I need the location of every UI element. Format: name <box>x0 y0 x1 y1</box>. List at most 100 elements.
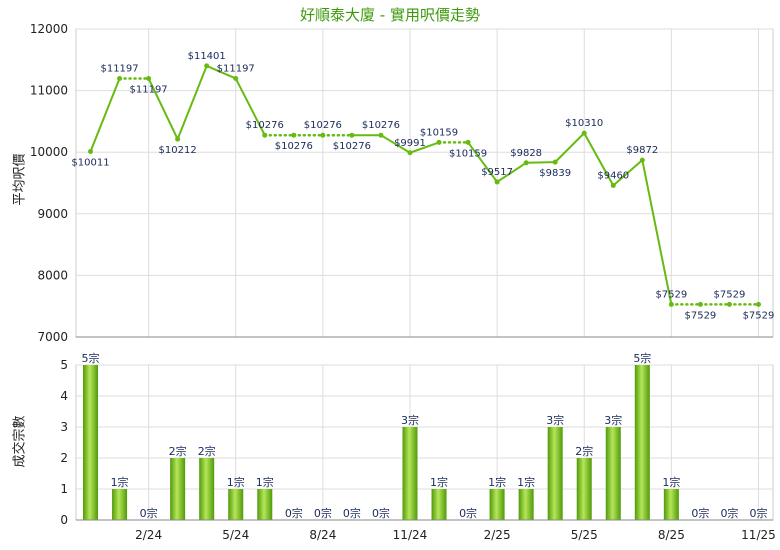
bar-value-label: 0宗 <box>749 506 767 520</box>
bar-value-label: 5宗 <box>82 351 100 365</box>
data-point <box>175 136 181 142</box>
bar-value-label: 1宗 <box>662 475 680 489</box>
data-point <box>349 132 355 138</box>
count-bar <box>663 489 679 520</box>
count-bar <box>170 458 186 520</box>
bar-value-label: 3宗 <box>604 413 622 427</box>
data-point-label: $10011 <box>71 158 109 169</box>
series-line-segment <box>583 132 615 187</box>
series-line-segment <box>176 64 208 141</box>
chart-title: 好順泰大廈 - 實用呎價走勢 <box>300 6 480 24</box>
line-y-tick: 7000 <box>37 330 68 344</box>
data-point-label: $10310 <box>565 118 603 129</box>
data-point-label: $11197 <box>217 63 255 74</box>
data-point <box>552 159 558 165</box>
bar-value-label: 3宗 <box>401 413 419 427</box>
data-point <box>436 139 442 145</box>
data-point-label: $10159 <box>420 127 458 138</box>
bar-y-tick: 0 <box>60 513 68 527</box>
series-line-segment <box>554 132 586 164</box>
count-bar <box>431 489 447 520</box>
data-point <box>291 132 297 138</box>
data-point-label: $9828 <box>510 148 542 159</box>
data-point <box>320 132 326 138</box>
data-point-label: $10276 <box>304 120 342 131</box>
data-point-label: $9872 <box>626 145 658 156</box>
data-point-label: $9460 <box>597 170 629 181</box>
data-point-label: $11197 <box>100 63 138 74</box>
series-line-segment <box>379 134 411 154</box>
data-point <box>755 301 761 307</box>
series-line-segment <box>641 159 673 306</box>
data-point <box>117 75 123 81</box>
bar-value-label: 1宗 <box>256 475 274 489</box>
data-point-label: $7529 <box>714 289 746 300</box>
bar-value-label: 0宗 <box>343 506 361 520</box>
x-tick-label: 2/25 <box>484 528 511 542</box>
bar-value-label: 3宗 <box>546 413 564 427</box>
data-point <box>407 150 413 156</box>
data-point <box>726 301 732 307</box>
x-tick-label: 11/24 <box>393 528 428 542</box>
bar-y-tick: 5 <box>60 358 68 372</box>
series-line-segment <box>234 77 266 137</box>
count-bar <box>605 427 621 520</box>
line-plot-area <box>75 28 774 338</box>
data-point <box>465 139 471 145</box>
data-point <box>639 157 645 163</box>
data-point-label: $7529 <box>743 310 775 321</box>
bar-value-label: 0宗 <box>285 506 303 520</box>
count-bar <box>257 489 273 520</box>
series-line-segment <box>612 159 644 187</box>
data-point <box>697 301 703 307</box>
series-line-segment <box>467 141 499 183</box>
line-y-tick: 10000 <box>30 145 68 159</box>
x-tick-label: 5/25 <box>571 528 598 542</box>
bar-y-tick: 2 <box>60 451 68 465</box>
count-bar <box>576 458 592 520</box>
series-line-segment <box>147 77 179 141</box>
bar-value-label: 1宗 <box>111 475 129 489</box>
series-line-segment <box>408 141 441 154</box>
bar-value-label: 0宗 <box>720 506 738 520</box>
bar-value-label: 1宗 <box>517 475 535 489</box>
x-tick-label: 2/24 <box>135 528 162 542</box>
count-bar <box>402 427 418 520</box>
data-point-label: $10212 <box>159 145 197 156</box>
data-point-label: $10276 <box>275 141 313 152</box>
bar-value-label: 2宗 <box>169 444 187 458</box>
count-bar <box>634 365 650 520</box>
bar-value-label: 0宗 <box>691 506 709 520</box>
x-tick-label: 8/24 <box>309 528 336 542</box>
x-tick-label: 8/25 <box>658 528 685 542</box>
bar-value-label: 1宗 <box>430 475 448 489</box>
data-point <box>668 301 674 307</box>
line-y-tick: 12000 <box>30 22 68 36</box>
data-point-label: $10276 <box>362 120 400 131</box>
data-point-label: $10159 <box>449 148 487 159</box>
data-point <box>523 160 529 166</box>
bar-value-label: 1宗 <box>488 475 506 489</box>
count-bar <box>112 489 128 520</box>
series-line-segment <box>89 77 121 153</box>
data-point-label: $7529 <box>655 289 687 300</box>
count-bar <box>547 427 563 520</box>
x-tick-label: 11/25 <box>741 528 776 542</box>
data-point-label: $7529 <box>684 310 716 321</box>
data-point-label: $11197 <box>130 84 168 95</box>
bar-value-label: 2宗 <box>575 444 593 458</box>
count-bar <box>83 365 99 520</box>
bar-y-tick: 4 <box>60 389 68 403</box>
series-line-segment <box>496 161 528 183</box>
data-point <box>88 149 94 155</box>
data-point-label: $10276 <box>333 141 371 152</box>
line-y-tick: 11000 <box>30 84 68 98</box>
data-point <box>146 75 152 81</box>
line-y-tick: 9000 <box>37 207 68 221</box>
series-line-segment <box>205 64 237 80</box>
bar-value-label: 0宗 <box>140 506 158 520</box>
bar-y-tick: 1 <box>60 482 68 496</box>
count-bar <box>199 458 215 520</box>
